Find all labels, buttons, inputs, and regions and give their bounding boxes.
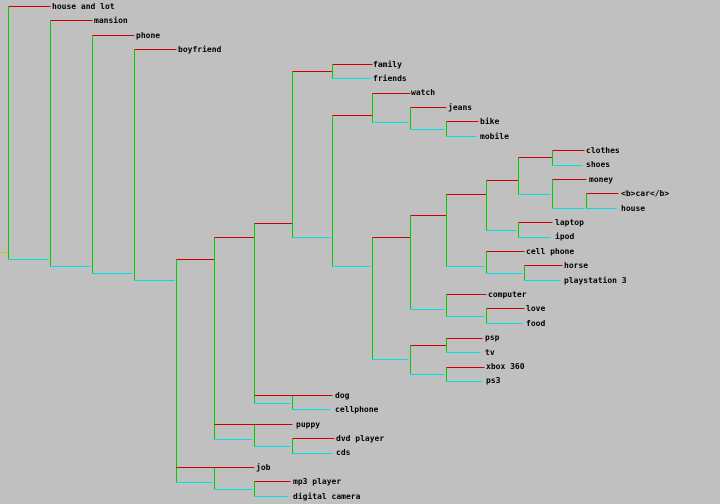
leaf-label-psp: psp: [485, 333, 500, 342]
leaf-label-love: love: [526, 304, 545, 313]
leaf-label-phone: phone: [136, 31, 160, 40]
leaf-label-house: house: [621, 204, 645, 213]
leaf-label-ps3: ps3: [486, 376, 501, 385]
leaf-label-ipod: ipod: [555, 231, 574, 241]
leaf-label-playstation-3: playstation 3: [564, 275, 627, 285]
leaf-label-horse: horse: [564, 261, 588, 270]
leaf-label-xbox-360: xbox 360: [486, 362, 525, 371]
leaf-label-family: family: [373, 59, 402, 69]
leaf-label-cell-phone: cell phone: [526, 247, 574, 256]
leaf-label-clothes: clothes: [586, 146, 620, 155]
leaf-label-job: job: [256, 462, 271, 472]
leaf-label-mp3-player: mp3 player: [293, 477, 341, 486]
leaf-label-money: money: [589, 175, 613, 184]
dendrogram-branches: [0, 6, 619, 497]
leaf-label-watch: watch: [411, 88, 435, 97]
leaf-label-shoes: shoes: [586, 160, 610, 169]
leaf-label-laptop: laptop: [555, 218, 584, 227]
leaf-label-digital-camera: digital camera: [293, 491, 361, 501]
leaf-label-cellphone: cellphone: [335, 405, 379, 414]
leaf-label-boyfriend: boyfriend: [178, 44, 222, 54]
leaf-label-food: food: [526, 319, 545, 328]
leaf-label-computer: computer: [488, 290, 527, 299]
leaf-label-jeans: jeans: [448, 102, 472, 112]
leaf-label-tv: tv: [485, 348, 495, 357]
leaf-label-house-and-lot: house and lot: [52, 2, 115, 11]
leaf-label-mansion: mansion: [94, 15, 128, 25]
leaf-label-dvd-player: dvd player: [336, 434, 384, 443]
leaf-label-car: <b>car</b>: [621, 189, 669, 198]
dendrogram-leaf-labels: house and lot mansion phone boyfriend fa…: [52, 2, 669, 501]
leaf-label-bike: bike: [480, 116, 499, 126]
leaf-label-friends: friends: [373, 73, 407, 83]
leaf-label-mobile: mobile: [480, 131, 509, 141]
leaf-label-cds: cds: [336, 448, 351, 457]
leaf-label-dog: dog: [335, 391, 350, 400]
leaf-label-puppy: puppy: [296, 420, 320, 429]
